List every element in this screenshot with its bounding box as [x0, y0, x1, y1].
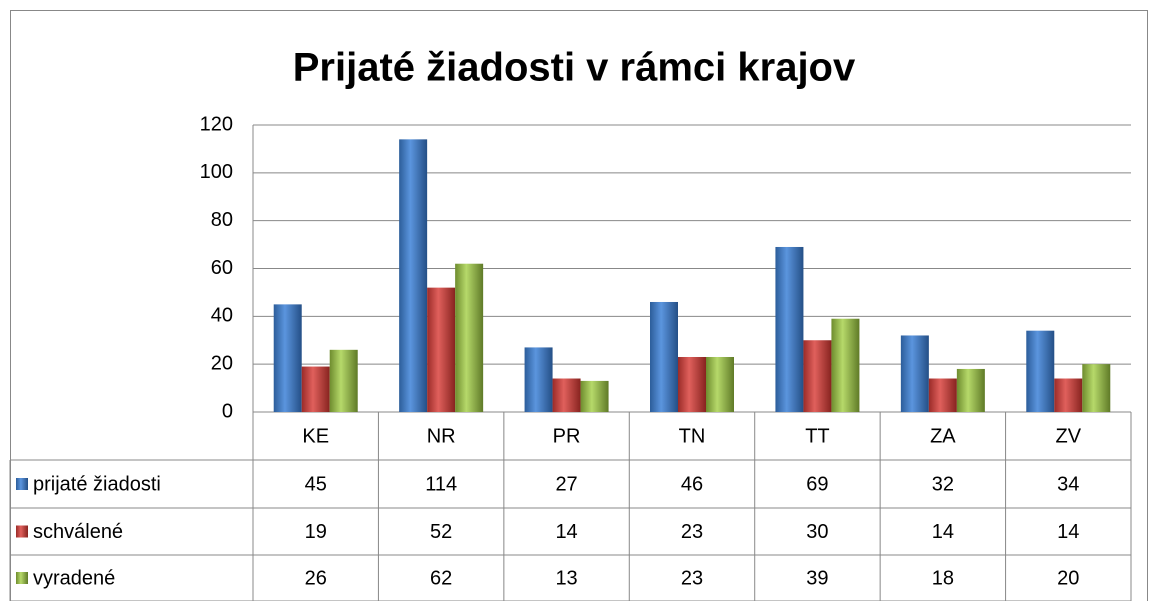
bar — [329, 349, 358, 412]
legend-key — [16, 572, 28, 584]
bar — [273, 304, 302, 412]
bar — [552, 378, 581, 412]
bar — [928, 378, 957, 412]
table-value: 23 — [681, 567, 703, 589]
table-value: 34 — [1057, 473, 1079, 495]
table-value: 62 — [430, 567, 452, 589]
bar — [900, 335, 929, 412]
bar — [455, 263, 484, 412]
bar — [803, 340, 832, 412]
table-value: 45 — [305, 473, 327, 495]
bar — [678, 356, 706, 412]
bar — [1026, 330, 1055, 412]
bar — [301, 366, 330, 412]
legend-label: prijaté žiadosti — [33, 473, 161, 495]
table-value: 30 — [806, 521, 828, 543]
bar — [524, 347, 553, 412]
y-tick-label: 20 — [211, 352, 233, 374]
y-tick-label: 40 — [211, 305, 233, 327]
table-value: 27 — [555, 473, 577, 495]
table-value: 39 — [806, 567, 828, 589]
bar — [650, 301, 678, 412]
legend-label: schválené — [33, 521, 123, 543]
bar — [580, 380, 609, 412]
bar — [1082, 364, 1111, 412]
x-tick-label: TN — [679, 425, 706, 447]
legend-key — [16, 478, 28, 490]
bar — [427, 287, 456, 412]
bar — [831, 318, 860, 412]
x-tick-label: NR — [427, 425, 456, 447]
table-value: 14 — [555, 521, 577, 543]
table-value: 52 — [430, 521, 452, 543]
chart-border — [10, 10, 1148, 606]
table-value: 20 — [1057, 567, 1079, 589]
table-value: 32 — [932, 473, 954, 495]
legend-key — [16, 525, 28, 538]
x-tick-label: TT — [805, 425, 829, 447]
y-tick-label: 0 — [222, 400, 233, 422]
table-value: 14 — [932, 521, 954, 543]
x-tick-label: ZV — [1056, 425, 1082, 447]
bar — [706, 356, 734, 412]
y-tick-label: 80 — [211, 209, 233, 231]
y-tick-label: 60 — [211, 257, 233, 279]
table-value: 26 — [305, 567, 327, 589]
table-value: 13 — [555, 567, 577, 589]
legend-label: vyradené — [33, 567, 115, 589]
x-tick-label: KE — [302, 425, 329, 447]
table-value: 19 — [305, 521, 327, 543]
bar — [775, 246, 804, 412]
table-value: 114 — [425, 473, 457, 495]
bar — [1054, 378, 1083, 412]
table-value: 23 — [681, 521, 703, 543]
table-value: 69 — [806, 473, 828, 495]
bar — [399, 139, 428, 412]
y-tick-label: 120 — [200, 113, 233, 135]
y-tick-label: 100 — [200, 161, 233, 183]
chart-title: Prijaté žiadosti v rámci krajov — [293, 46, 856, 90]
table-value: 18 — [932, 567, 954, 589]
table-value: 14 — [1057, 521, 1079, 543]
x-tick-label: ZA — [930, 425, 956, 447]
bar — [956, 368, 985, 412]
x-tick-label: PR — [553, 425, 581, 447]
table-value: 46 — [681, 473, 703, 495]
